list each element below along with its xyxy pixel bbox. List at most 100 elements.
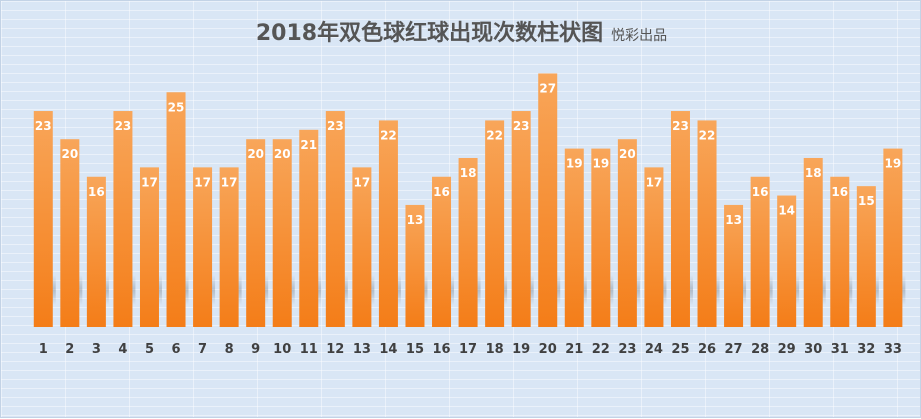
x-tick-13: 13 <box>353 342 371 357</box>
x-tick-12: 12 <box>326 342 344 357</box>
bar-3 <box>86 176 106 327</box>
bar-19 <box>511 111 531 327</box>
x-tick-2: 2 <box>65 342 74 357</box>
data-label-25: 23 <box>672 119 689 133</box>
x-tick-10: 10 <box>273 342 291 357</box>
x-tick-33: 33 <box>884 342 902 357</box>
data-label-19: 23 <box>513 119 530 133</box>
x-tick-5: 5 <box>145 342 154 357</box>
data-label-6: 25 <box>168 100 185 114</box>
chart-subtitle: 悦彩出品 <box>611 28 668 44</box>
bar-25 <box>670 111 690 327</box>
bar-22 <box>591 148 611 327</box>
bars-layer <box>33 73 903 327</box>
bar-9 <box>246 139 266 327</box>
bar-30 <box>803 157 823 327</box>
x-tick-16: 16 <box>432 342 450 357</box>
bar-31 <box>830 176 850 327</box>
x-tick-27: 27 <box>725 342 743 357</box>
x-tick-6: 6 <box>172 342 181 357</box>
x-tick-26: 26 <box>698 342 716 357</box>
bar-28 <box>750 176 770 327</box>
data-label-31: 16 <box>831 185 848 199</box>
bar-8 <box>219 167 239 327</box>
bar-6 <box>166 92 186 327</box>
data-label-33: 19 <box>885 157 902 171</box>
x-tick-11: 11 <box>300 342 318 357</box>
data-label-30: 18 <box>805 166 822 180</box>
data-label-14: 22 <box>380 128 397 142</box>
data-label-22: 19 <box>592 157 609 171</box>
data-label-23: 20 <box>619 147 636 161</box>
data-label-26: 22 <box>699 128 716 142</box>
data-label-5: 17 <box>141 175 158 189</box>
x-tick-20: 20 <box>539 342 557 357</box>
x-tick-30: 30 <box>804 342 822 357</box>
x-tick-17: 17 <box>459 342 477 357</box>
data-label-10: 20 <box>274 147 291 161</box>
data-label-13: 17 <box>354 175 371 189</box>
x-tick-31: 31 <box>831 342 849 357</box>
x-tick-19: 19 <box>512 342 530 357</box>
x-tick-18: 18 <box>486 342 504 357</box>
x-tick-3: 3 <box>92 342 101 357</box>
x-tick-4: 4 <box>118 342 127 357</box>
bar-1 <box>33 111 53 327</box>
data-label-28: 16 <box>752 185 769 199</box>
x-axis-ticks: 1 2 3 4 5 6 7 8 9 10 11 12 13 14 15 16 17 18 19 20 21 22 23 24 2… <box>39 342 902 357</box>
x-tick-32: 32 <box>857 342 875 357</box>
bar-11 <box>299 129 319 327</box>
data-label-2: 20 <box>61 147 78 161</box>
x-tick-29: 29 <box>778 342 796 357</box>
data-label-21: 19 <box>566 157 583 171</box>
x-tick-22: 22 <box>592 342 610 357</box>
x-tick-21: 21 <box>565 342 583 357</box>
data-label-16: 16 <box>433 185 450 199</box>
data-label-17: 18 <box>460 166 477 180</box>
x-tick-7: 7 <box>198 342 207 357</box>
chart-title: 2018年双色球红球出现次数柱状图 <box>255 21 604 46</box>
bar-29 <box>777 195 797 327</box>
x-tick-14: 14 <box>379 342 397 357</box>
data-label-3: 16 <box>88 185 105 199</box>
bar-20 <box>538 73 558 327</box>
data-label-4: 23 <box>115 119 132 133</box>
title-row: 2018年双色球红球出现次数柱状图 悦彩出品 <box>1 15 921 47</box>
bar-2 <box>60 139 80 327</box>
data-label-15: 13 <box>407 213 424 227</box>
x-tick-28: 28 <box>751 342 769 357</box>
data-label-24: 17 <box>646 175 663 189</box>
data-label-27: 13 <box>725 213 742 227</box>
data-label-32: 15 <box>858 194 875 208</box>
bar-15 <box>405 204 425 327</box>
bar-4 <box>113 111 133 327</box>
bar-33 <box>883 148 903 327</box>
bar-12 <box>325 111 345 327</box>
x-tick-23: 23 <box>618 342 636 357</box>
bar-27 <box>724 204 744 327</box>
bar-18 <box>485 120 505 327</box>
bar-17 <box>458 157 478 327</box>
data-labels-layer: 23 20 16 23 17 25 17 17 20 20 21 23 17 22 13 16 18 22 23 27… <box>35 81 901 226</box>
data-label-7: 17 <box>194 175 211 189</box>
data-label-8: 17 <box>221 175 238 189</box>
data-label-20: 27 <box>539 81 556 95</box>
data-label-29: 14 <box>778 204 795 218</box>
x-tick-24: 24 <box>645 342 663 357</box>
bar-24 <box>644 167 664 327</box>
data-label-9: 20 <box>247 147 264 161</box>
data-label-1: 23 <box>35 119 52 133</box>
data-label-11: 21 <box>300 138 317 152</box>
bar-16 <box>432 176 452 327</box>
x-tick-8: 8 <box>225 342 234 357</box>
bar-10 <box>272 139 292 327</box>
x-tick-9: 9 <box>251 342 260 357</box>
bar-32 <box>856 186 876 327</box>
bar-21 <box>564 148 584 327</box>
x-tick-15: 15 <box>406 342 424 357</box>
bar-7 <box>193 167 213 327</box>
x-tick-1: 1 <box>39 342 48 357</box>
bar-23 <box>617 139 637 327</box>
x-tick-25: 25 <box>671 342 689 357</box>
